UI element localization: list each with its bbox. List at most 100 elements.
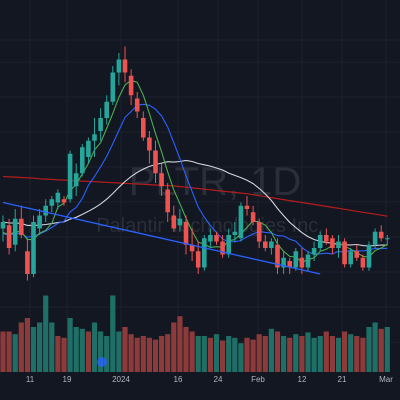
- volume-bar: [360, 337, 366, 372]
- volume-bar: [146, 337, 152, 372]
- candle-body: [195, 251, 201, 268]
- volume-bar: [207, 337, 213, 372]
- volume-bar: [140, 336, 146, 372]
- candle-body: [43, 205, 48, 216]
- volume-bar: [354, 336, 360, 372]
- volume-bar: [256, 334, 262, 372]
- volume-bar: [85, 331, 91, 372]
- candle-body: [336, 241, 341, 248]
- candle-body: [232, 231, 238, 235]
- volume-bar: [287, 337, 293, 372]
- moving-averages: [2, 79, 388, 263]
- candle-body: [19, 218, 24, 235]
- volume-bar: [171, 322, 177, 372]
- volume-bar: [213, 334, 220, 372]
- candle-body: [49, 199, 55, 206]
- candle-body: [134, 98, 140, 112]
- volume-bar: [195, 336, 201, 372]
- volume-bar: [24, 318, 30, 372]
- volume-bar: [366, 327, 372, 372]
- volume-bar: [6, 331, 12, 372]
- x-tick-label: 12: [298, 375, 307, 384]
- volume-bar: [384, 327, 390, 372]
- candle-body: [366, 244, 372, 268]
- volume-bar: [220, 340, 226, 372]
- candle-body: [73, 173, 79, 187]
- candle-body: [202, 238, 207, 268]
- volume-bar: [37, 322, 43, 372]
- volume-bar: [299, 336, 305, 372]
- volume-bar: [226, 336, 232, 372]
- candle-body: [226, 235, 231, 255]
- x-tick-label: Mar: [379, 375, 393, 384]
- candle-body: [275, 244, 280, 268]
- volume-bar: [262, 336, 268, 372]
- ma-slow-line: [2, 159, 388, 247]
- volume-bar: [61, 337, 67, 372]
- volume-bar: [30, 327, 37, 372]
- x-tick-label: 21: [338, 375, 347, 384]
- x-tick-label: 19: [63, 375, 72, 384]
- ma-fast-line: [2, 79, 388, 263]
- candle-body: [250, 212, 256, 222]
- volume-bar: [98, 331, 104, 372]
- candle-body: [189, 244, 195, 252]
- volume-bar: [177, 316, 183, 372]
- volume-bar: [274, 331, 281, 372]
- candle-body: [128, 75, 134, 96]
- candle-body: [37, 215, 42, 229]
- candle-body: [141, 118, 146, 138]
- candle-body: [214, 235, 219, 242]
- candle-body: [256, 222, 262, 242]
- candle-body: [171, 215, 177, 229]
- volume-bar: [281, 336, 287, 372]
- candle-body: [61, 199, 67, 203]
- volume-bar: [110, 295, 116, 372]
- volume-bar: [104, 336, 110, 372]
- candle-body: [348, 251, 353, 265]
- volume-bar: [0, 331, 6, 372]
- candle-body: [0, 222, 6, 229]
- volume-bar: [348, 334, 354, 372]
- volume-bars: [0, 295, 390, 372]
- candle-body: [116, 59, 122, 73]
- candle-body: [324, 235, 329, 242]
- candle-body: [110, 72, 116, 102]
- volume-bar: [134, 337, 140, 372]
- candle-body: [238, 205, 244, 239]
- volume-bar: [317, 336, 323, 372]
- volume-bar: [122, 327, 128, 372]
- volume-bar: [43, 295, 49, 372]
- volume-bar: [250, 339, 256, 372]
- volume-bar: [268, 328, 274, 372]
- candle-body: [287, 261, 292, 268]
- candle-body: [55, 192, 61, 203]
- volume-bar: [238, 343, 244, 372]
- candle-body: [104, 101, 109, 118]
- volume-bar: [152, 339, 159, 372]
- volume-bar: [329, 336, 335, 372]
- x-tick-label: 24: [214, 375, 223, 384]
- candle-body: [305, 254, 311, 268]
- candle-body: [281, 257, 286, 268]
- x-tick-label: Feb: [251, 375, 265, 384]
- trendline[interactable]: [2, 201, 321, 275]
- volume-bar: [244, 337, 250, 372]
- candle-body: [342, 241, 347, 265]
- volume-bar: [183, 327, 189, 372]
- x-tick-label: 11: [26, 375, 35, 384]
- volume-bar: [49, 322, 55, 372]
- candle-body: [31, 222, 36, 274]
- candle-body: [354, 251, 360, 258]
- candle-body: [177, 218, 183, 226]
- candle-body: [360, 257, 366, 268]
- volume-bar: [55, 336, 61, 372]
- candle-body: [147, 137, 152, 151]
- candle-body: [378, 231, 384, 239]
- company-name-watermark: Palantir Technologies Inc.: [96, 215, 324, 237]
- candle-body: [311, 248, 317, 255]
- x-tick-label: 2024: [112, 375, 130, 384]
- volume-bar: [201, 336, 207, 372]
